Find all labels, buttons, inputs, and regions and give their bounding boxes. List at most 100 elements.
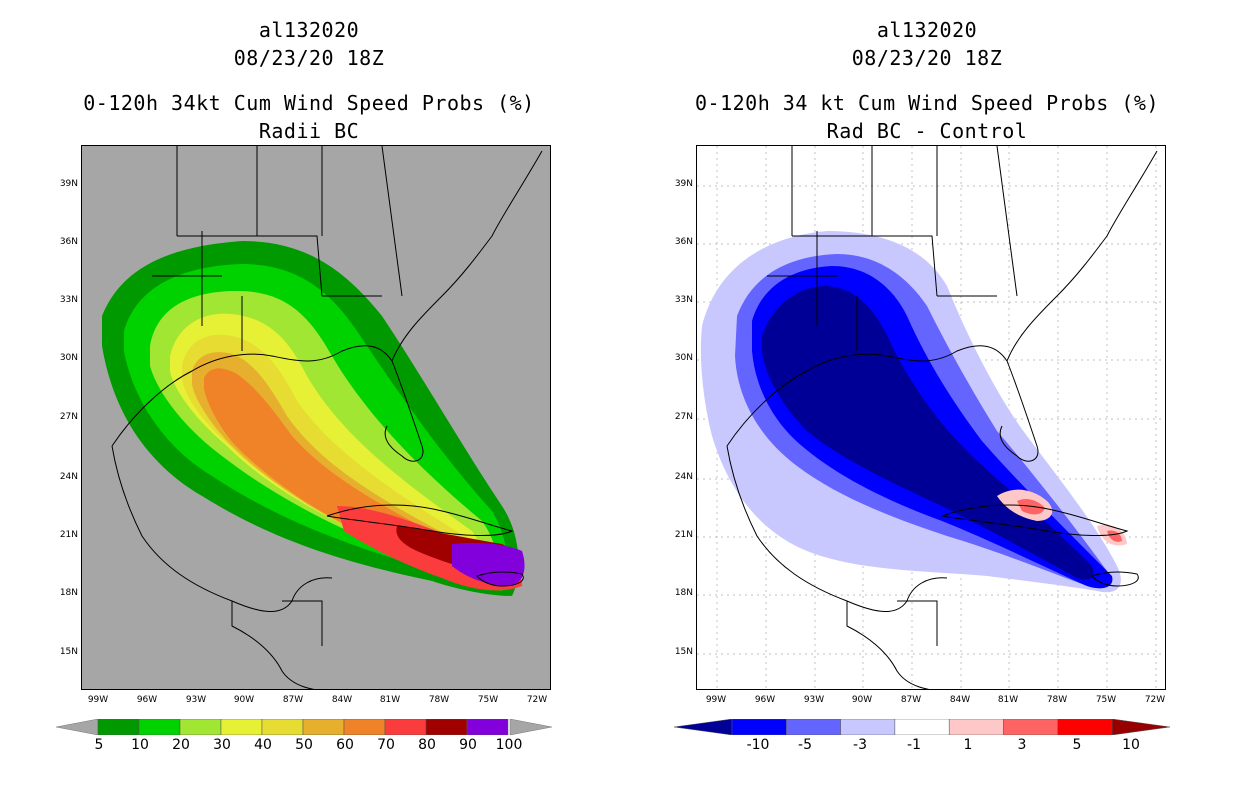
colorbar-label: -10 xyxy=(746,737,770,753)
lon-label: 81W xyxy=(997,695,1019,705)
colorbar-cell xyxy=(466,719,509,735)
lon-label: 75W xyxy=(477,695,499,705)
left-panel: al132020 08/23/20 18Z 0-120h 34kt Cum Wi… xyxy=(56,18,552,753)
lat-label: 15N xyxy=(674,647,693,657)
band-90-100 xyxy=(452,542,525,586)
colorbar-label: 30 xyxy=(213,737,231,753)
plot-subtitle: Radii BC xyxy=(258,119,360,143)
colorbar-cell xyxy=(220,719,263,735)
lon-label: 72W xyxy=(1144,695,1166,705)
lon-label: 96W xyxy=(754,695,776,705)
hispaniola-outline xyxy=(1091,571,1139,587)
colorbar xyxy=(674,719,1170,735)
central-america-outline xyxy=(231,600,323,689)
colorbar-cell xyxy=(1111,719,1170,735)
us-atlantic-coastline xyxy=(1006,150,1158,362)
lat-label: 27N xyxy=(59,412,78,422)
colorbar-label: 3 xyxy=(1017,737,1027,753)
lon-label: 75W xyxy=(1095,695,1117,705)
plot-title: 0-120h 34kt Cum Wind Speed Probs (%) xyxy=(83,91,535,115)
us-gulf-coastline xyxy=(111,345,424,462)
colorbar-label: -5 xyxy=(798,737,812,753)
lat-label: 24N xyxy=(59,472,78,482)
lon-label: 90W xyxy=(851,695,873,705)
lat-label: 21N xyxy=(59,530,78,540)
forecast-date: 08/23/20 18Z xyxy=(233,46,385,70)
colorbar-cell xyxy=(894,719,950,735)
lat-label: 18N xyxy=(59,588,78,598)
forecast-date: 08/23/20 18Z xyxy=(851,46,1003,70)
colorbar-label: 5 xyxy=(94,737,104,753)
lon-label: 99W xyxy=(87,695,109,705)
colorbar-cell xyxy=(1003,719,1059,735)
state-borders xyxy=(767,146,1018,351)
lon-label: 96W xyxy=(136,695,158,705)
lon-label: 93W xyxy=(185,695,207,705)
colorbar-label: 80 xyxy=(418,737,436,753)
lat-label: 27N xyxy=(674,412,693,422)
colorbar-cell xyxy=(343,719,386,735)
lat-label: 18N xyxy=(674,588,693,598)
lat-label: 39N xyxy=(674,179,693,189)
colorbar-label: 60 xyxy=(336,737,354,753)
colorbar-cell xyxy=(384,719,427,735)
lon-label: 99W xyxy=(705,695,727,705)
colorbar-cell xyxy=(674,719,733,735)
lon-label: 78W xyxy=(428,695,450,705)
colorbar-cell xyxy=(840,719,896,735)
lat-label: 36N xyxy=(59,237,78,247)
colorbar-cell xyxy=(425,719,468,735)
central-america-outline xyxy=(846,600,938,689)
right-panel: al132020 08/23/20 18Z 0-120h 34 kt Cum W… xyxy=(618,0,1236,800)
probability-map[interactable] xyxy=(81,145,551,690)
mexico-coastline xyxy=(726,445,948,612)
diff-band-plus5 xyxy=(1017,498,1122,542)
colorbar-cell xyxy=(302,719,345,735)
colorbar-label: 1 xyxy=(963,737,973,753)
lat-label: 21N xyxy=(674,530,693,540)
colorbar-label: -3 xyxy=(853,737,867,753)
colorbar-cell xyxy=(1057,719,1113,735)
difference-map[interactable] xyxy=(696,145,1166,690)
colorbar-label: 10 xyxy=(1122,737,1140,753)
lat-label: 36N xyxy=(674,237,693,247)
lat-label: 15N xyxy=(59,647,78,657)
colorbar-label: 50 xyxy=(295,737,313,753)
lat-label: 30N xyxy=(59,353,78,363)
cuba-outline xyxy=(941,504,1129,536)
colorbar-label: 90 xyxy=(459,737,477,753)
colorbar-cell xyxy=(731,719,787,735)
colorbar-cell xyxy=(179,719,222,735)
mexico-coastline xyxy=(111,445,333,612)
lon-label: 90W xyxy=(233,695,255,705)
colorbar-label: 10 xyxy=(131,737,149,753)
lat-label: 39N xyxy=(59,179,78,189)
colorbar-label: 5 xyxy=(1072,737,1082,753)
state-borders xyxy=(152,146,403,351)
lon-label: 72W xyxy=(526,695,548,705)
lon-label: 93W xyxy=(803,695,825,705)
lon-label: 84W xyxy=(949,695,971,705)
colorbar-label: 70 xyxy=(377,737,395,753)
cuba-outline xyxy=(326,504,514,536)
lon-label: 84W xyxy=(331,695,353,705)
lon-label: 78W xyxy=(1046,695,1068,705)
lat-label: 24N xyxy=(674,472,693,482)
colorbar-cell xyxy=(97,719,140,735)
lon-label: 87W xyxy=(900,695,922,705)
plot-title: 0-120h 34 kt Cum Wind Speed Probs (%) xyxy=(694,91,1160,115)
lat-label: 33N xyxy=(674,295,693,305)
storm-id: al132020 xyxy=(876,18,978,42)
colorbar xyxy=(56,719,552,735)
storm-id: al132020 xyxy=(258,18,360,42)
colorbar-label: 20 xyxy=(172,737,190,753)
colorbar-cell xyxy=(138,719,181,735)
colorbar-label: 100 xyxy=(495,737,523,753)
lon-label: 81W xyxy=(379,695,401,705)
lat-label: 33N xyxy=(59,295,78,305)
us-atlantic-coastline xyxy=(391,150,543,362)
colorbar-label: -1 xyxy=(907,737,921,753)
colorbar-label: 40 xyxy=(254,737,272,753)
colorbar-cell xyxy=(948,719,1004,735)
hispaniola-outline xyxy=(476,571,524,587)
